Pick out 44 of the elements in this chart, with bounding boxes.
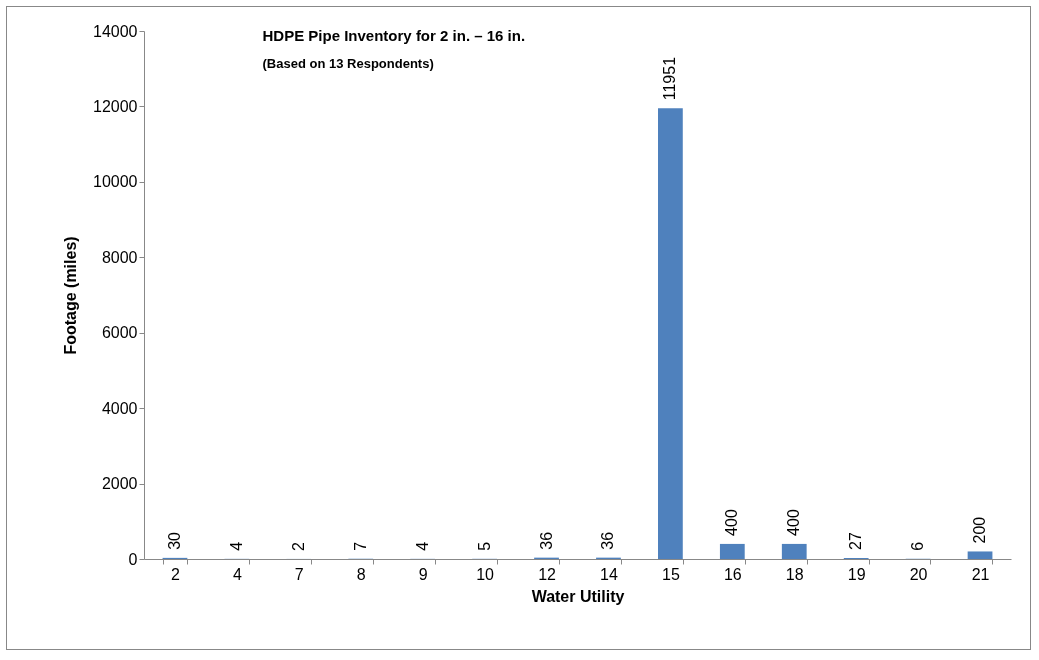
y-tick-label: 14000 <box>93 22 138 40</box>
bar <box>781 543 807 559</box>
y-axis-title: Footage (miles) <box>62 236 80 355</box>
data-label: 5 <box>475 541 493 551</box>
x-tick-label: 16 <box>723 565 742 583</box>
y-tick-label: 0 <box>128 550 138 568</box>
data-label: 30 <box>165 531 183 550</box>
data-label: 4 <box>413 541 431 551</box>
x-tick-label: 18 <box>785 565 804 583</box>
data-label: 2 <box>289 541 307 551</box>
data-label: 36 <box>599 531 617 550</box>
x-tick-label: 2 <box>171 565 181 583</box>
bar <box>967 551 993 559</box>
chart-title: HDPE Pipe Inventory for 2 in. – 16 in. <box>262 27 526 44</box>
data-label: 400 <box>785 509 803 536</box>
bar <box>719 543 745 559</box>
y-tick-label: 8000 <box>101 248 138 266</box>
x-tick-label: 21 <box>971 565 990 583</box>
data-label: 27 <box>847 532 865 550</box>
data-label: 7 <box>351 541 369 551</box>
x-tick-label: 4 <box>232 565 242 583</box>
x-tick-label: 20 <box>909 565 928 583</box>
x-tick-label: 19 <box>847 565 866 583</box>
data-label: 200 <box>971 516 989 544</box>
text: (Based on 13 Respondents) <box>262 56 434 71</box>
x-tick-label: 15 <box>661 565 680 583</box>
x-tick-label: 14 <box>600 565 618 583</box>
data-label: 6 <box>909 541 927 551</box>
x-tick-label: 7 <box>294 565 304 583</box>
x-axis-title: Water Utility <box>531 587 625 605</box>
x-tick-label: 10 <box>476 565 495 583</box>
y-tick-label: 12000 <box>93 97 138 115</box>
y-tick-label: 10000 <box>93 173 138 191</box>
data-label: 400 <box>723 509 741 536</box>
x-tick-label: 8 <box>356 565 366 583</box>
x-tick-label: 12 <box>538 565 557 583</box>
x-tick-label: 9 <box>418 565 428 583</box>
data-label: 36 <box>537 531 555 550</box>
data-label: 11951 <box>661 56 679 101</box>
bar <box>658 108 683 559</box>
y-tick-label: 2000 <box>101 475 138 493</box>
y-tick-label: 4000 <box>101 399 138 417</box>
y-tick-label: 6000 <box>101 324 138 342</box>
data-label: 4 <box>227 541 245 551</box>
